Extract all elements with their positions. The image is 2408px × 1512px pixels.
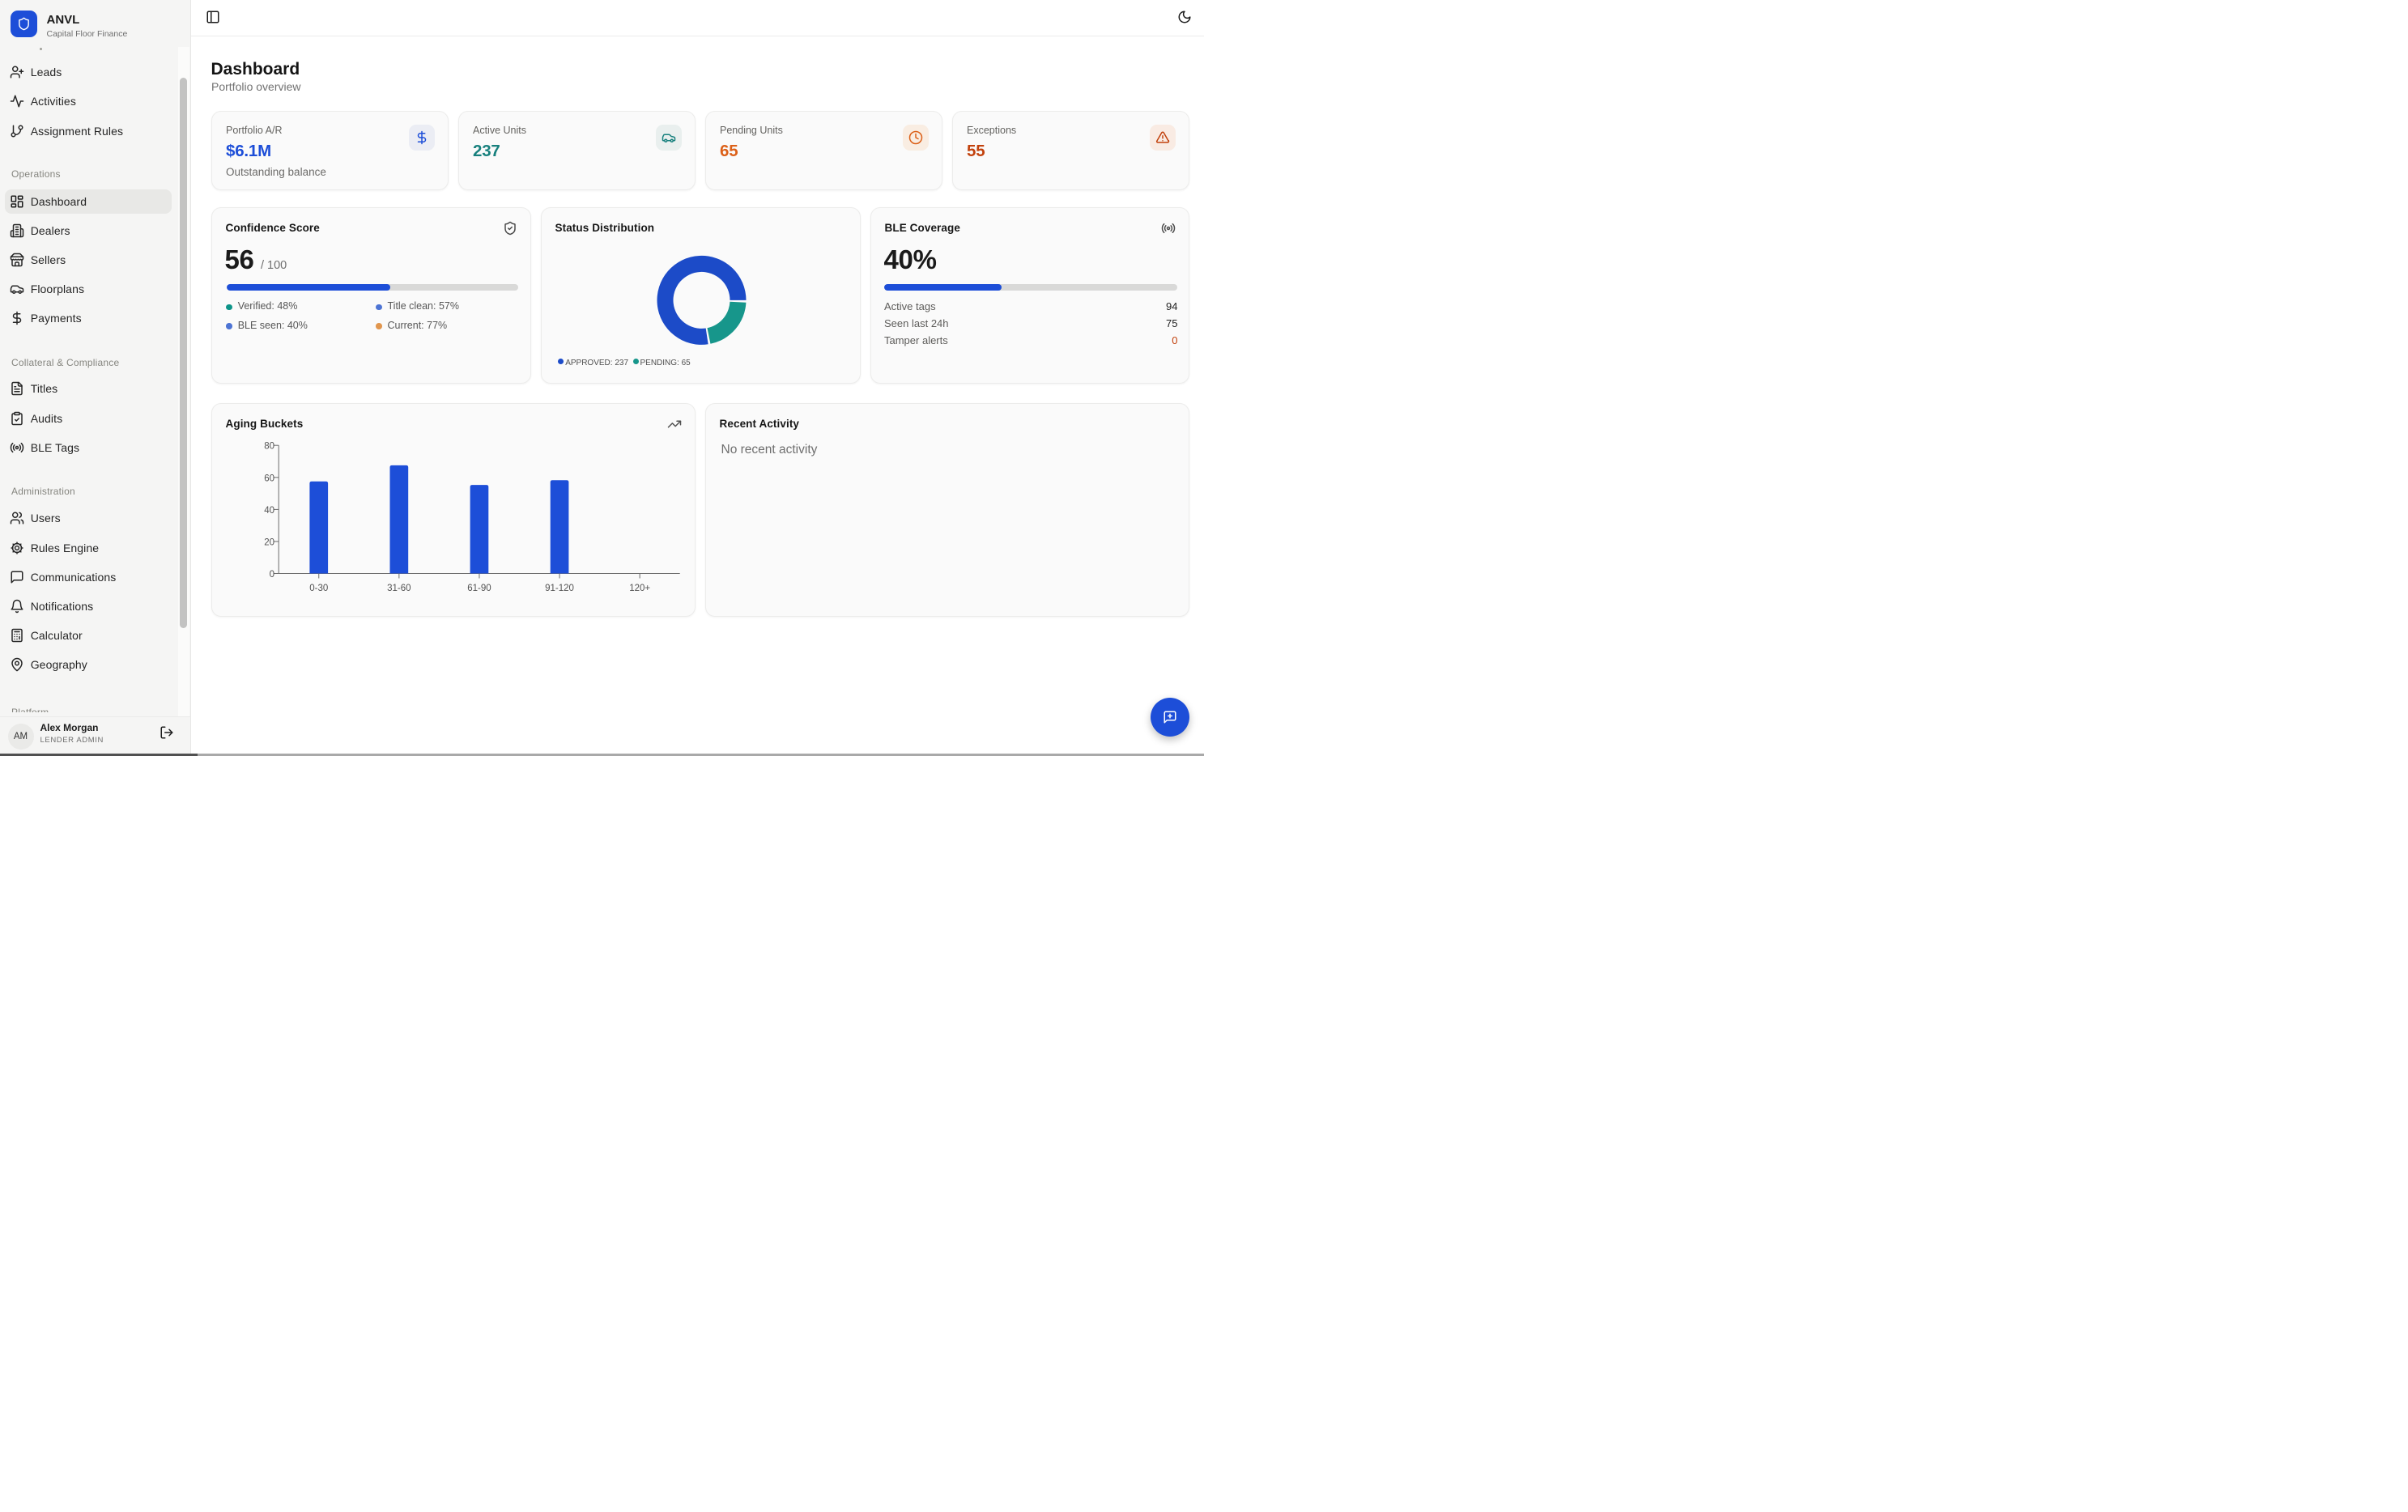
svg-text:31-60: 31-60 xyxy=(387,584,411,593)
svg-text:120+: 120+ xyxy=(629,584,650,593)
svg-text:61-90: 61-90 xyxy=(467,584,491,593)
svg-text:60: 60 xyxy=(264,474,274,483)
svg-text:0-30: 0-30 xyxy=(309,584,328,593)
svg-text:80: 80 xyxy=(264,442,274,452)
svg-text:20: 20 xyxy=(264,538,274,548)
svg-text:91-120: 91-120 xyxy=(545,584,574,593)
svg-text:40: 40 xyxy=(264,506,274,516)
svg-text:0: 0 xyxy=(269,570,274,580)
